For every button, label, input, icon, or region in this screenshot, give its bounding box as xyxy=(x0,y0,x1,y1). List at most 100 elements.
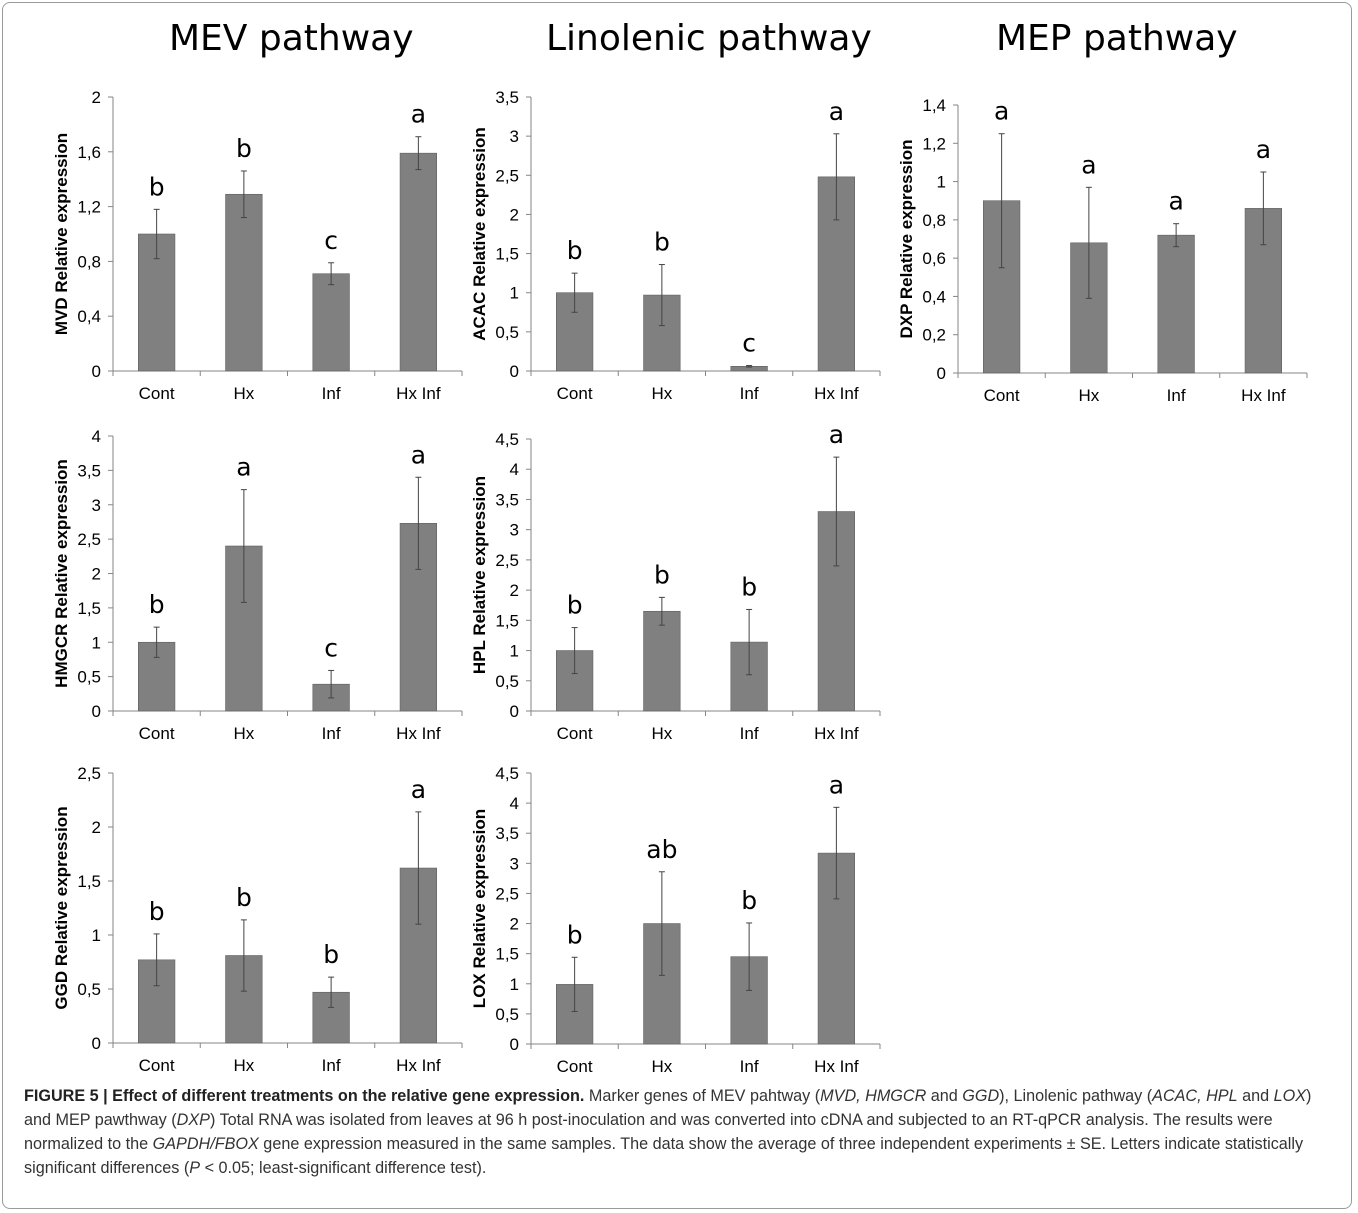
y-tick-label: 1 xyxy=(92,633,101,652)
y-tick-label: 0,5 xyxy=(77,668,101,687)
bar xyxy=(312,273,350,372)
y-axis-title: GGD Relative expression xyxy=(52,806,71,1009)
y-tick-label: 0,8 xyxy=(922,211,946,230)
figure-caption: FIGURE 5 | Effect of different treatment… xyxy=(24,1084,1324,1180)
x-tick-label: Hx Inf xyxy=(814,1057,859,1076)
y-tick-label: 0,5 xyxy=(495,672,519,691)
y-tick-label: 2 xyxy=(92,818,101,837)
significance-letter: b xyxy=(741,572,757,601)
y-tick-label: 1 xyxy=(510,284,519,303)
caption-genes-6: GAPDH/FBOX xyxy=(152,1135,259,1153)
significance-letter: b xyxy=(654,560,670,589)
caption-text-3: ), Linolenic pathway ( xyxy=(999,1087,1153,1105)
y-tick-label: 0 xyxy=(510,362,519,381)
significance-letter: a xyxy=(994,97,1009,126)
y-tick-label: 0,8 xyxy=(77,252,101,271)
x-tick-label: Hx xyxy=(651,384,672,403)
y-tick-label: 2,5 xyxy=(77,764,101,783)
y-tick-label: 0 xyxy=(937,364,946,383)
bar xyxy=(225,193,263,372)
caption-text-2: and xyxy=(926,1087,963,1105)
x-tick-label: Inf xyxy=(322,384,341,403)
significance-letter: a xyxy=(411,100,426,129)
significance-letter: a xyxy=(829,420,844,449)
bar xyxy=(1157,234,1195,374)
y-tick-label: 1 xyxy=(510,975,519,994)
y-tick-label: 2,5 xyxy=(495,884,519,903)
y-tick-label: 1,2 xyxy=(922,134,946,153)
y-tick-label: 0,5 xyxy=(495,323,519,342)
x-tick-label: Hx xyxy=(233,724,254,743)
caption-genes-3: ACAC, HPL xyxy=(1152,1087,1238,1105)
y-tick-label: 3 xyxy=(92,496,101,515)
y-tick-label: 1,5 xyxy=(495,245,519,264)
y-tick-label: 1,5 xyxy=(77,872,101,891)
y-axis-title: LOX Relative expression xyxy=(470,809,489,1008)
y-tick-label: 2 xyxy=(510,205,519,224)
caption-genes-1: MVD, HMGCR xyxy=(820,1087,927,1105)
y-tick-label: 0,4 xyxy=(77,307,101,326)
y-tick-label: 2 xyxy=(510,581,519,600)
x-tick-label: Inf xyxy=(740,1057,759,1076)
significance-letter: b xyxy=(567,920,583,949)
y-tick-label: 0,2 xyxy=(922,326,946,345)
x-tick-label: Hx xyxy=(1078,386,1099,405)
charts-canvas: 0 0,4 0,8 1,2 1,6 2 b Cont b Hx c Inf a Hx Inf MVD Rel… xyxy=(52,88,1308,1076)
x-tick-label: Hx Inf xyxy=(1241,386,1286,405)
significance-letter: b xyxy=(236,134,252,163)
bar xyxy=(643,610,681,712)
y-tick-label: 4 xyxy=(510,794,519,813)
caption-text-4: and xyxy=(1237,1087,1274,1105)
significance-letter: b xyxy=(741,886,757,915)
y-tick-label: 2,5 xyxy=(495,166,519,185)
significance-letter: a xyxy=(411,775,426,804)
significance-letter: b xyxy=(149,590,165,619)
y-tick-label: 0 xyxy=(92,702,101,721)
caption-label: FIGURE 5 | Effect of different treatment… xyxy=(24,1087,585,1105)
significance-letter: a xyxy=(1081,150,1096,179)
x-tick-label: Cont xyxy=(557,1057,593,1076)
y-tick-label: 1,5 xyxy=(77,599,101,618)
significance-letter: b xyxy=(149,897,165,926)
y-tick-label: 1,4 xyxy=(922,96,946,115)
x-tick-label: Inf xyxy=(322,724,341,743)
pathway-title-linolenic: Linolenic pathway xyxy=(546,18,872,59)
significance-letter: a xyxy=(411,440,426,469)
y-tick-label: 0,6 xyxy=(922,249,946,268)
y-tick-label: 0 xyxy=(510,1035,519,1054)
x-tick-label: Hx Inf xyxy=(814,724,859,743)
caption-p-symbol: P xyxy=(189,1159,201,1177)
y-tick-label: 1,5 xyxy=(495,945,519,964)
x-tick-label: Inf xyxy=(1167,386,1186,405)
y-tick-label: 2 xyxy=(510,915,519,934)
y-tick-label: 2 xyxy=(92,88,101,107)
significance-letter: b xyxy=(149,172,165,201)
y-axis-title: ACAC Relative expression xyxy=(470,127,489,341)
y-tick-label: 3 xyxy=(510,127,519,146)
x-tick-label: Hx xyxy=(651,724,672,743)
significance-letter: b xyxy=(236,883,252,912)
significance-letter: b xyxy=(654,228,670,257)
x-tick-label: Hx Inf xyxy=(814,384,859,403)
y-tick-label: 3,5 xyxy=(495,824,519,843)
y-tick-label: 4,5 xyxy=(495,764,519,783)
x-tick-label: Hx xyxy=(233,384,254,403)
x-tick-label: Cont xyxy=(557,724,593,743)
x-tick-label: Inf xyxy=(322,1056,341,1075)
caption-genes-4: LOX xyxy=(1273,1087,1307,1105)
x-tick-label: Cont xyxy=(139,724,175,743)
y-axis-title: MVD Relative expression xyxy=(52,133,71,335)
x-tick-label: Hx Inf xyxy=(396,724,441,743)
y-tick-label: 1,5 xyxy=(495,611,519,630)
x-tick-label: Cont xyxy=(984,386,1020,405)
y-axis-title: DXP Relative expression xyxy=(897,139,916,338)
y-tick-label: 0 xyxy=(92,1034,101,1053)
y-tick-label: 3 xyxy=(510,854,519,873)
significance-letter: ab xyxy=(646,835,677,864)
caption-text-6: ) Total RNA was isolated from leaves at … xyxy=(24,1111,1273,1153)
y-tick-label: 0,4 xyxy=(922,287,946,306)
y-tick-label: 0,5 xyxy=(495,1005,519,1024)
y-tick-label: 1 xyxy=(510,642,519,661)
caption-text-1: Marker genes of MEV pahtway ( xyxy=(584,1087,821,1105)
caption-genes-2: GGD xyxy=(962,1087,1000,1105)
